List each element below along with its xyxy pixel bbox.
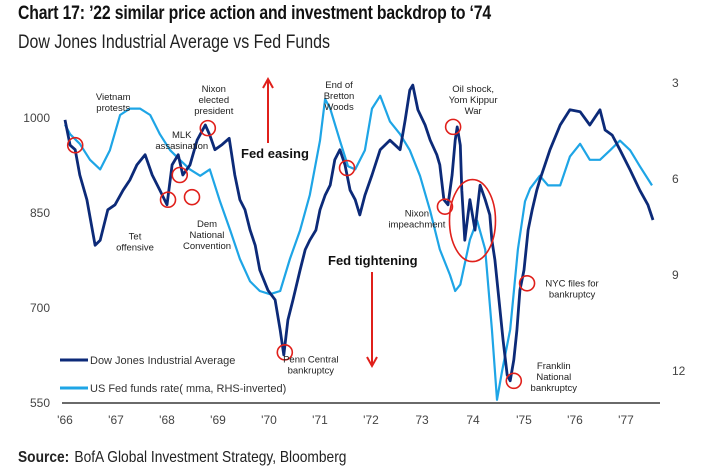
x-tick-label: '72 (363, 413, 379, 427)
annotation-label-line: Franklin (537, 361, 571, 372)
x-tick-label: '66 (57, 413, 73, 427)
annotation-label: Tet offensive (116, 232, 154, 254)
annotation-label-line: National (190, 230, 225, 241)
fed-tightening-arrow-head (366, 356, 378, 369)
annotation-label-line: Nixon (202, 84, 226, 95)
highlight-ellipse (448, 178, 497, 263)
x-tick-label: '71 (312, 413, 328, 427)
x-tick-label: '67 (108, 413, 124, 427)
annotation-label: Oil shock, Yom Kippur War (449, 84, 498, 117)
annotation-label-line: bankruptcy (549, 289, 596, 300)
annotation-label-line: End of (325, 80, 353, 91)
annotation-label-line: Tet (129, 232, 142, 243)
annotation-label-line: Vietnam (96, 92, 131, 103)
y-right-tick-label: 9 (672, 268, 679, 282)
x-tick-label: '75 (516, 413, 532, 427)
annotation-label: Nixon elected president (194, 84, 233, 117)
annotation-circle (159, 191, 177, 208)
x-tick-label: '77 (618, 413, 634, 427)
annotation-label-line: Penn Central (283, 354, 338, 365)
annotation-label: Vietnam protests (96, 92, 131, 114)
x-tick-label: 74 (466, 413, 480, 427)
annotation-label-line: impeachment (388, 220, 445, 231)
annotation-circle (436, 198, 454, 215)
source-note: Source: BofA Global Investment Strategy, … (18, 449, 346, 467)
annotation-label-line: Bretton (324, 91, 355, 102)
y-right-tick-label: 12 (672, 364, 686, 378)
annotation-label-line: Yom Kippur (449, 95, 498, 106)
annotation-label: End of Bretton Woods (324, 80, 355, 113)
annotation-label-line: National (536, 372, 571, 383)
annotation-label-line: MLK (172, 130, 192, 141)
annotation-label-line: president (194, 106, 233, 117)
annotation-label-line: elected (198, 95, 229, 106)
fed-easing-label: Fed easing (241, 146, 309, 161)
chart-title: Chart 17: ’22 similar price action and i… (18, 3, 491, 24)
annotation-label-line: War (465, 106, 482, 117)
y-left-tick-label: 550 (30, 396, 50, 410)
annotation-label-line: protests (96, 103, 130, 114)
annotation-label: Franklin National bankruptcy (531, 361, 578, 394)
annotation-circle (518, 274, 536, 292)
annotation-circle (171, 166, 189, 184)
legend-fed-funds-label: US Fed funds rate( mma, RHS-inverted) (90, 383, 286, 395)
fed-easing-arrow-head (262, 76, 274, 89)
annotation-circle (66, 136, 84, 154)
annotation-circle (444, 118, 462, 136)
source-text: BofA Global Investment Strategy, Bloombe… (74, 449, 347, 466)
annotation-label-line: Dem (197, 219, 217, 230)
annotation-label: Penn Central bankruptcy (283, 354, 338, 376)
legend-djia-label: Dow Jones Industrial Average (90, 355, 235, 367)
annotation-label: Nixon impeachment (388, 209, 445, 231)
annotation-label-line: Convention (183, 241, 231, 252)
y-left-tick-label: 1000 (23, 111, 50, 125)
annotation-label-line: Oil shock, (452, 84, 494, 95)
annotation-circle (183, 188, 201, 206)
y-left-tick-label: 700 (30, 301, 50, 315)
y-left-tick-label: 850 (30, 206, 50, 220)
annotation-label-line: NYC files for (545, 278, 598, 289)
annotation-label: Dem National Convention (183, 219, 231, 252)
annotation-circle (505, 372, 523, 390)
annotation-label: MLK assasination (155, 130, 208, 152)
x-tick-label: '70 (261, 413, 277, 427)
x-tick-label: '69 (210, 413, 226, 427)
annotation-label-line: Nixon (405, 209, 429, 220)
y-right-tick-label: 6 (672, 172, 679, 186)
annotation-label: NYC files for bankruptcy (545, 278, 598, 300)
chart-subtitle: Dow Jones Industrial Average vs Fed Fund… (18, 32, 330, 53)
y-right-tick-label: 3 (672, 76, 679, 90)
fed-tightening-label: Fed tightening (328, 253, 418, 268)
annotation-label-line: bankruptcy (531, 383, 578, 394)
x-tick-label: '68 (159, 413, 175, 427)
annotation-label-line: Woods (324, 102, 354, 113)
djia-line (63, 83, 655, 383)
annotation-label-line: offensive (116, 243, 154, 254)
annotation-label-line: bankruptcy (288, 365, 335, 376)
x-tick-label: 73 (415, 413, 429, 427)
annotation-circle (199, 119, 217, 137)
annotation-circle (338, 159, 356, 177)
source-label: Source: (18, 449, 70, 466)
x-tick-label: '76 (567, 413, 583, 427)
annotation-label-line: assasination (155, 141, 208, 152)
annotation-circle (276, 344, 294, 361)
